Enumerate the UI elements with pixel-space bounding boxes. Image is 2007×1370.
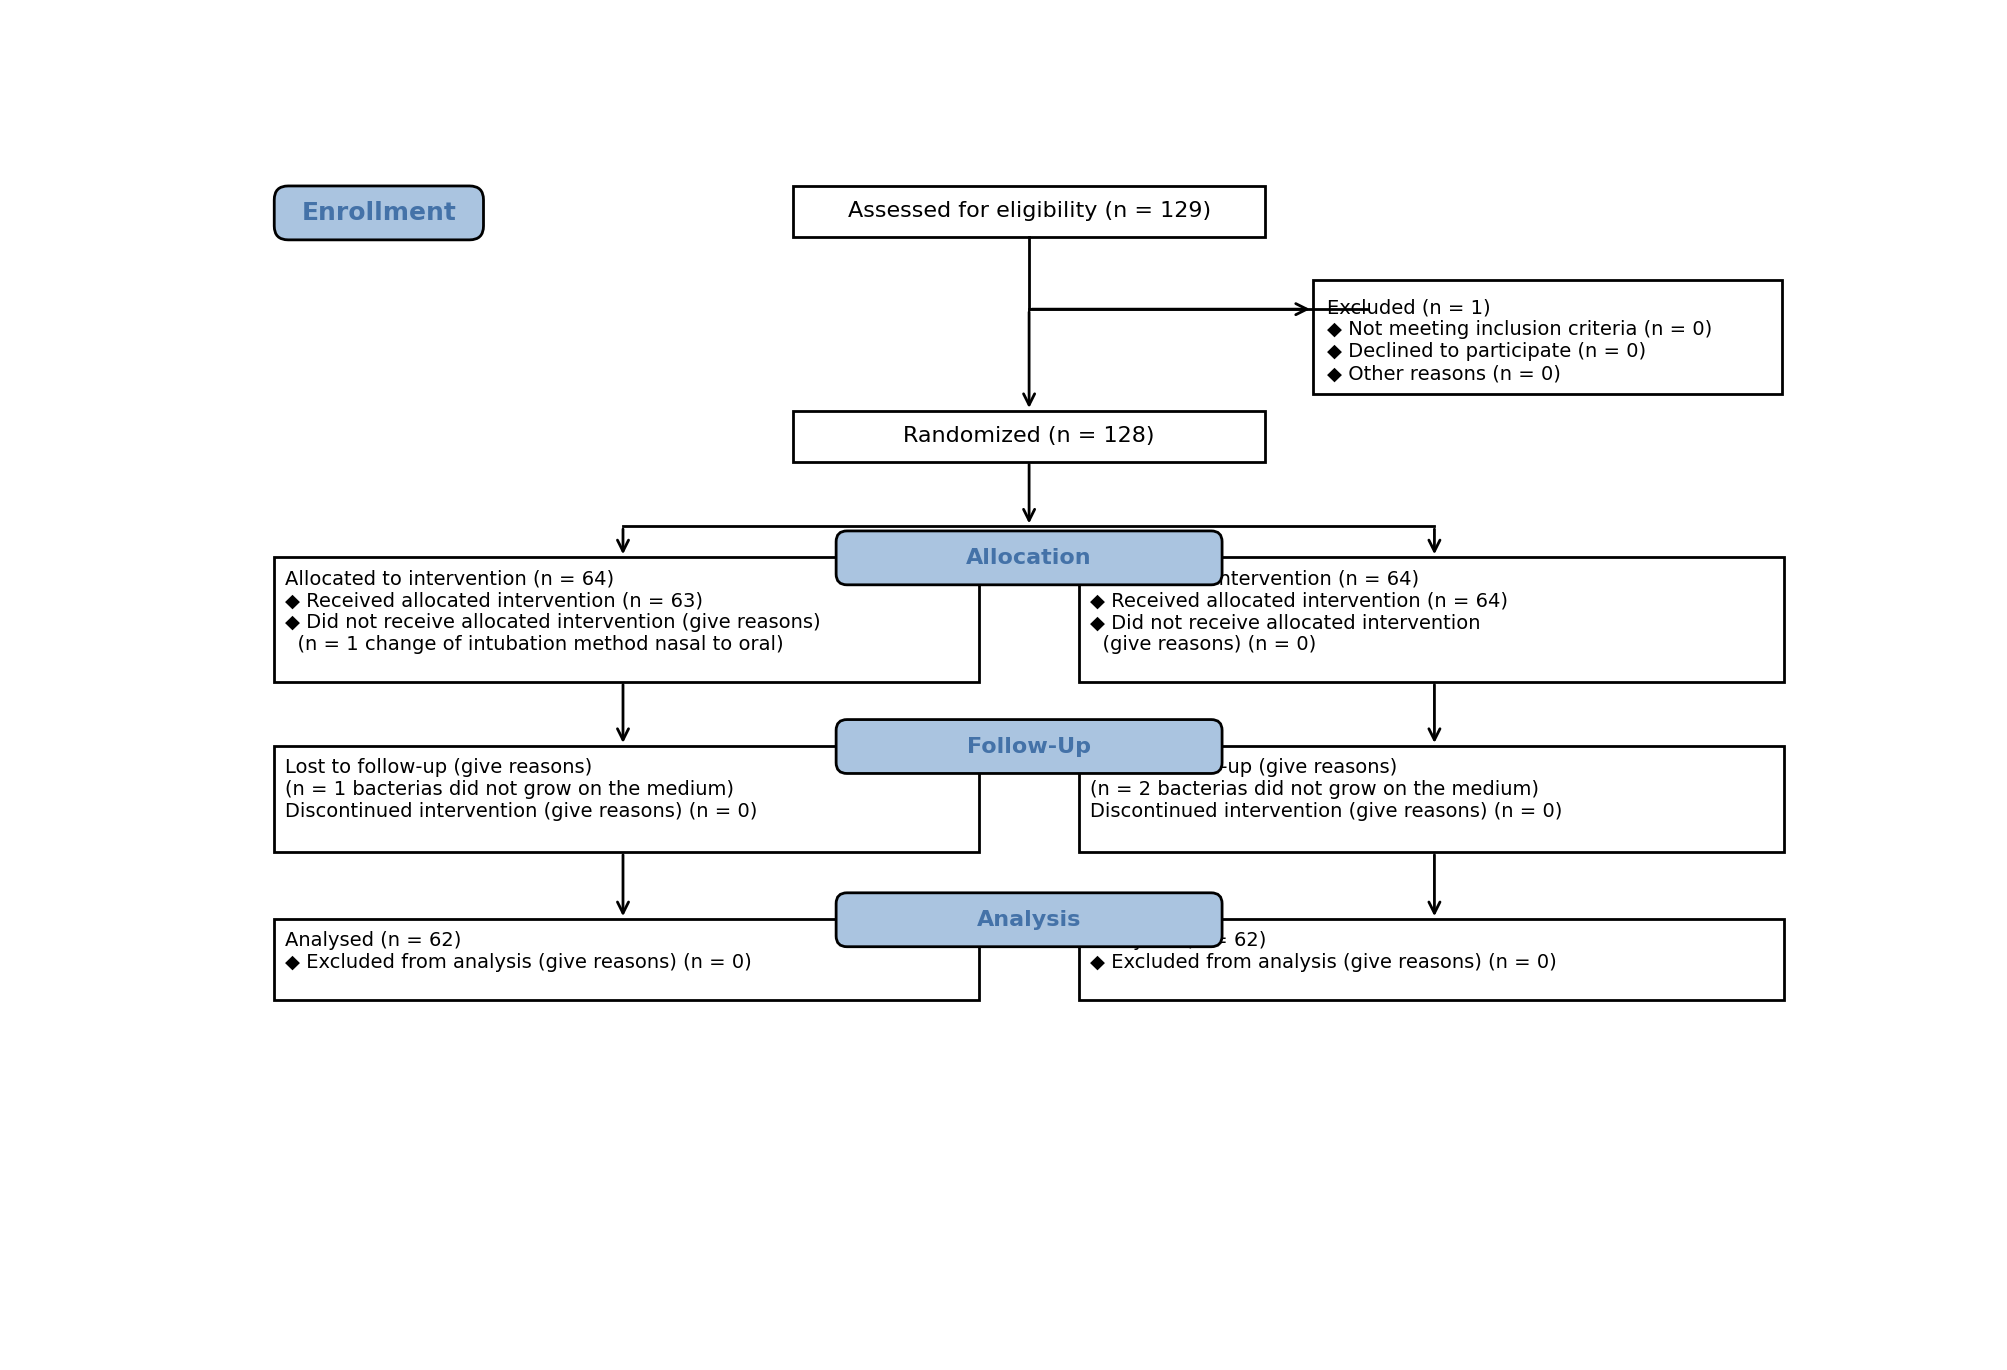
Text: Analysis: Analysis — [977, 910, 1080, 930]
Text: Lost to follow-up (give reasons)
(n = 1 bacterias did not grow on the medium)
Di: Lost to follow-up (give reasons) (n = 1 … — [285, 758, 757, 821]
FancyBboxPatch shape — [275, 919, 979, 1000]
FancyBboxPatch shape — [1078, 919, 1782, 1000]
FancyBboxPatch shape — [275, 745, 979, 852]
Text: Analysed (n = 62)
◆ Excluded from analysis (give reasons) (n = 0): Analysed (n = 62) ◆ Excluded from analys… — [1090, 932, 1555, 973]
FancyBboxPatch shape — [275, 186, 484, 240]
Text: Enrollment: Enrollment — [301, 201, 456, 225]
FancyBboxPatch shape — [1078, 558, 1782, 682]
FancyBboxPatch shape — [1313, 279, 1780, 393]
Text: Lost to follow-up (give reasons)
(n = 2 bacterias did not grow on the medium)
Di: Lost to follow-up (give reasons) (n = 2 … — [1090, 758, 1561, 821]
Text: Allocated to intervention (n = 64)
◆ Received allocated intervention (n = 64)
◆ : Allocated to intervention (n = 64) ◆ Rec… — [1090, 570, 1507, 655]
Text: Assessed for eligibility (n = 129): Assessed for eligibility (n = 129) — [847, 201, 1210, 222]
FancyBboxPatch shape — [1078, 745, 1782, 852]
Text: Allocation: Allocation — [965, 548, 1092, 569]
Text: Follow-Up: Follow-Up — [967, 737, 1090, 756]
FancyBboxPatch shape — [793, 411, 1264, 462]
Text: Allocated to intervention (n = 64)
◆ Received allocated intervention (n = 63)
◆ : Allocated to intervention (n = 64) ◆ Rec… — [285, 570, 821, 655]
FancyBboxPatch shape — [835, 719, 1222, 774]
Text: Excluded (n = 1)
◆ Not meeting inclusion criteria (n = 0)
◆ Declined to particip: Excluded (n = 1) ◆ Not meeting inclusion… — [1327, 299, 1712, 384]
FancyBboxPatch shape — [835, 893, 1222, 947]
FancyBboxPatch shape — [275, 558, 979, 682]
Text: Randomized (n = 128): Randomized (n = 128) — [903, 426, 1154, 447]
FancyBboxPatch shape — [835, 532, 1222, 585]
Text: Analysed (n = 62)
◆ Excluded from analysis (give reasons) (n = 0): Analysed (n = 62) ◆ Excluded from analys… — [285, 932, 751, 973]
FancyBboxPatch shape — [793, 186, 1264, 237]
